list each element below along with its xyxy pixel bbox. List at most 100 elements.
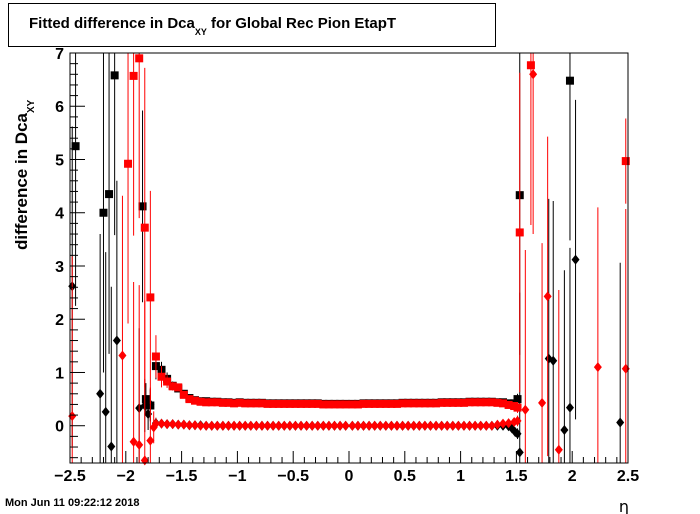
data-point-diamond	[482, 420, 491, 431]
data-point-square	[179, 390, 188, 399]
data-point-diamond	[381, 420, 390, 431]
chart-title: Fitted difference in DcaXY for Global Re…	[29, 15, 396, 37]
data-point-square	[257, 399, 266, 408]
data-point-square	[392, 399, 401, 408]
data-point-square	[110, 71, 119, 80]
x-tick-label: 1.5	[505, 468, 527, 485]
data-point-diamond	[179, 419, 188, 430]
x-tick-label: −1.5	[166, 468, 198, 485]
data-point-diamond	[448, 420, 457, 431]
data-point-square	[140, 223, 149, 232]
data-point-diamond	[230, 420, 239, 431]
data-point-square	[313, 399, 322, 408]
data-point-square	[297, 399, 306, 408]
data-point-diamond	[476, 420, 485, 431]
x-tick-label: 0.5	[394, 468, 416, 485]
data-point-diamond	[280, 420, 289, 431]
data-point-diamond	[112, 335, 121, 346]
data-point-square	[274, 399, 283, 408]
data-point-diamond	[504, 418, 513, 429]
data-point-square	[207, 398, 216, 407]
x-tick-label: 2.5	[617, 468, 639, 485]
data-point-diamond	[101, 406, 110, 417]
x-axis-label: η	[619, 497, 629, 514]
data-point-diamond	[213, 420, 222, 431]
data-point-diamond	[140, 455, 149, 466]
data-point-square	[157, 372, 166, 381]
data-point-diamond	[616, 417, 625, 428]
data-point-square	[135, 54, 144, 63]
data-point-square	[448, 398, 457, 407]
data-point-diamond	[513, 415, 522, 426]
data-point-square	[230, 399, 239, 408]
data-point-square	[471, 398, 480, 407]
data-point-diamond	[353, 420, 362, 431]
data-point-square	[493, 398, 502, 407]
data-point-square	[141, 395, 150, 404]
data-point-square	[353, 400, 362, 409]
plot-marks	[68, 53, 630, 466]
data-point-diamond	[432, 420, 441, 431]
y-tick-label: 5	[55, 152, 64, 169]
data-point-square	[513, 395, 522, 404]
data-point-diamond	[324, 420, 333, 431]
data-point-square	[151, 352, 160, 361]
data-point-square	[359, 399, 368, 408]
data-point-square	[526, 61, 535, 70]
y-tick-label: 6	[55, 99, 64, 116]
data-point-square	[465, 398, 474, 407]
data-point-square	[432, 399, 441, 408]
y-axis-label-sub: XY	[26, 99, 37, 113]
data-point-diamond	[224, 420, 233, 431]
data-point-diamond	[392, 420, 401, 431]
data-point-diamond	[196, 420, 205, 431]
data-point-diamond	[336, 420, 345, 431]
data-point-square	[398, 399, 407, 408]
data-point-square	[504, 400, 513, 409]
data-point-diamond	[543, 291, 552, 302]
data-point-square	[196, 397, 205, 406]
data-point-square	[252, 399, 261, 408]
data-point-square	[499, 399, 508, 408]
data-point-diamond	[521, 404, 530, 415]
data-point-diamond	[376, 420, 385, 431]
data-point-diamond	[565, 402, 574, 413]
data-point-diamond	[538, 397, 547, 408]
data-point-diamond	[151, 418, 160, 429]
data-point-diamond	[157, 418, 166, 429]
data-point-square	[459, 398, 468, 407]
data-point-diamond	[515, 447, 524, 458]
data-point-diamond	[487, 420, 496, 431]
data-point-diamond	[365, 420, 374, 431]
y-axis-label-main: difference in Dca	[12, 112, 31, 250]
data-point-diamond	[409, 420, 418, 431]
data-point-diamond	[465, 420, 474, 431]
data-point-diamond	[454, 420, 463, 431]
data-point-square	[105, 190, 114, 199]
data-point-diamond	[202, 420, 211, 431]
x-tick-label: −2.5	[54, 468, 86, 485]
data-point-square	[487, 398, 496, 407]
data-point-square	[308, 399, 317, 408]
data-point-square	[513, 403, 522, 412]
data-point-diamond	[420, 420, 429, 431]
data-point-diamond	[313, 420, 322, 431]
data-point-diamond	[274, 420, 283, 431]
data-point-square	[213, 398, 222, 407]
data-point-square	[376, 399, 385, 408]
data-point-diamond	[257, 420, 266, 431]
data-point-square	[138, 202, 147, 211]
x-tick-label: −2	[117, 468, 135, 485]
data-point-square	[163, 377, 172, 386]
data-point-diamond	[549, 355, 558, 366]
x-tick-label: −0.5	[277, 468, 309, 485]
data-point-square	[426, 399, 435, 408]
data-point-square	[124, 159, 133, 168]
data-point-diamond	[118, 350, 127, 361]
data-point-diamond	[459, 420, 468, 431]
data-point-square	[341, 400, 350, 409]
data-point-diamond	[135, 439, 144, 450]
data-point-square	[241, 399, 250, 408]
data-point-square	[302, 399, 311, 408]
